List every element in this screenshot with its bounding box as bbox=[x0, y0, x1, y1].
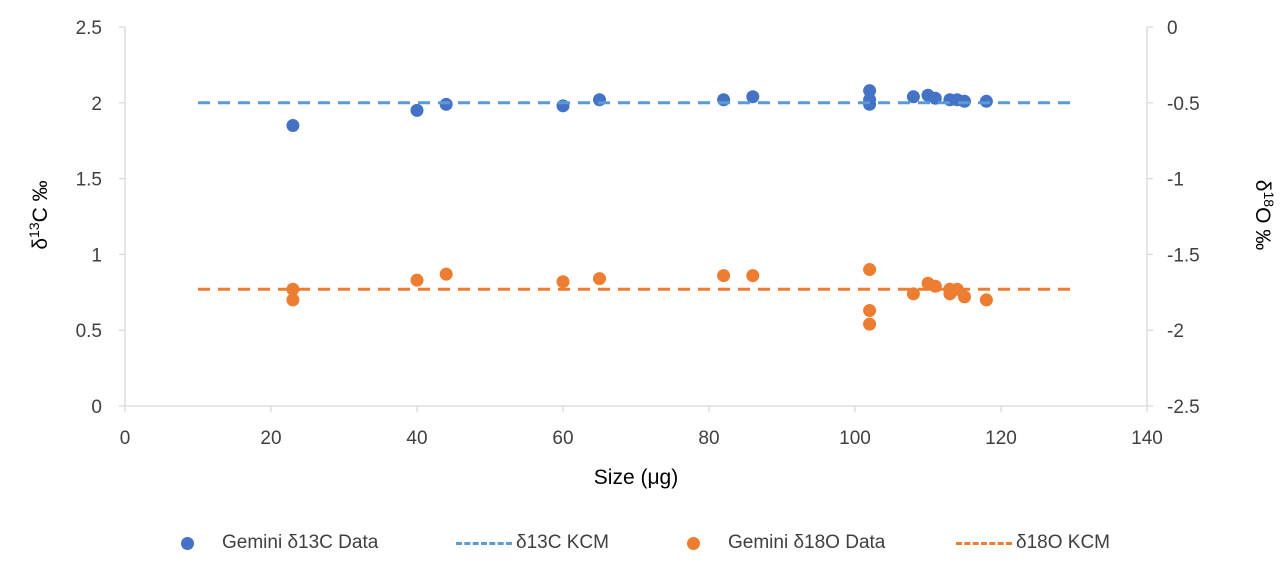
y2-axis-title-base: δ bbox=[1251, 180, 1274, 192]
y2-tick-label: -0.5 bbox=[1167, 94, 1200, 115]
y-tick-label: 0.5 bbox=[76, 321, 102, 342]
data-point-o18-data bbox=[863, 263, 877, 277]
y-axis-title-sup: 13 bbox=[26, 222, 42, 238]
data-point-o18-data bbox=[556, 275, 570, 289]
y-tick-label: 1.5 bbox=[76, 170, 102, 191]
legend-item-c13-kcm: δ13C KCM bbox=[456, 528, 609, 558]
y2-tick-label: -2.5 bbox=[1167, 397, 1200, 418]
legend-label-o18-kcm: δ18O KCM bbox=[1016, 532, 1110, 553]
legend-label-c13-kcm: δ13C KCM bbox=[516, 532, 609, 553]
y-tick-label: 0 bbox=[91, 397, 102, 418]
scatter-chart: 0 20 40 60 80 100 120 140 0 0.5 1 1.5 2 2.5 -2.5 -2 -1.5… bbox=[26, 18, 1277, 489]
legend-marker-c13-data bbox=[181, 536, 194, 550]
data-point-c13-data bbox=[863, 84, 877, 98]
x-tick-label: 60 bbox=[552, 428, 573, 449]
data-point-o18-data bbox=[593, 272, 606, 286]
x-axis-title: Size (μg) bbox=[594, 466, 678, 489]
data-point-o18-data bbox=[906, 287, 920, 301]
y2-tick-label: 0 bbox=[1167, 18, 1178, 39]
data-point-c13-data bbox=[958, 94, 971, 108]
y2-tick-label: -2 bbox=[1167, 321, 1184, 342]
data-point-c13-data bbox=[286, 119, 300, 133]
y-tick-label: 2 bbox=[91, 94, 102, 115]
y-axis-title-base: δ bbox=[29, 238, 52, 250]
y2-axis-title-rest: O ‰ bbox=[1251, 207, 1274, 250]
legend-marker-o18-kcm bbox=[956, 541, 1012, 545]
data-point-o18-data bbox=[863, 303, 877, 317]
x-tick-label: 120 bbox=[985, 428, 1017, 449]
legend-label-c13-data: Gemini δ13C Data bbox=[222, 532, 379, 553]
y-tick-label: 2.5 bbox=[76, 18, 102, 39]
data-point-o18-data bbox=[286, 282, 300, 296]
data-point-c13-data bbox=[410, 103, 424, 117]
legend-label-o18-data: Gemini δ18O Data bbox=[728, 532, 886, 553]
data-point-c13-data bbox=[593, 93, 606, 107]
data-point-c13-data bbox=[906, 90, 920, 104]
y2-tick-label: -1 bbox=[1167, 170, 1184, 191]
data-point-c13-data bbox=[439, 97, 453, 111]
legend-marker-c13-kcm bbox=[456, 541, 512, 545]
y2-axis-title: δ18O ‰ bbox=[1251, 180, 1277, 250]
data-point-o18-data bbox=[958, 290, 971, 304]
y-axis-title-rest: C ‰ bbox=[29, 180, 52, 222]
data-point-c13-data bbox=[863, 97, 877, 111]
data-point-c13-data bbox=[717, 93, 731, 107]
legend-item-o18-kcm: δ18O KCM bbox=[956, 528, 1110, 558]
data-point-o18-data bbox=[439, 267, 453, 281]
data-point-o18-data bbox=[979, 293, 993, 307]
y-axis-title: δ13C ‰ bbox=[26, 180, 52, 249]
x-tick-label: 80 bbox=[698, 428, 719, 449]
legend-item-c13-data: Gemini δ13C Data bbox=[181, 528, 378, 558]
x-tick-label: 40 bbox=[406, 428, 427, 449]
data-point-o18-data bbox=[746, 269, 760, 283]
data-point-o18-data bbox=[928, 279, 942, 293]
y2-axis-title-sup: 18 bbox=[1261, 191, 1277, 207]
data-point-c13-data bbox=[746, 90, 760, 104]
data-point-o18-data bbox=[863, 317, 877, 331]
x-tick-label: 20 bbox=[260, 428, 281, 449]
y-tick-label: 1 bbox=[91, 245, 102, 266]
legend: Gemini δ13C Data δ13C KCM Gemini δ18O Da… bbox=[0, 528, 1280, 558]
legend-marker-o18-data bbox=[687, 536, 700, 550]
data-point-c13-data bbox=[556, 99, 570, 113]
data-point-o18-data bbox=[410, 273, 424, 287]
x-tick-label: 140 bbox=[1131, 428, 1163, 449]
x-tick-label: 0 bbox=[120, 428, 131, 449]
legend-item-o18-data: Gemini δ18O Data bbox=[687, 528, 885, 558]
x-tick-label: 100 bbox=[839, 428, 871, 449]
data-point-o18-data bbox=[286, 293, 300, 307]
data-point-o18-data bbox=[717, 269, 731, 283]
y2-tick-label: -1.5 bbox=[1167, 245, 1200, 266]
plot-area: 0 20 40 60 80 100 120 140 0 0.5 1 1.5 2 2.5 -2.5 -2 -1.5… bbox=[76, 18, 1200, 449]
data-point-c13-data bbox=[979, 94, 993, 108]
